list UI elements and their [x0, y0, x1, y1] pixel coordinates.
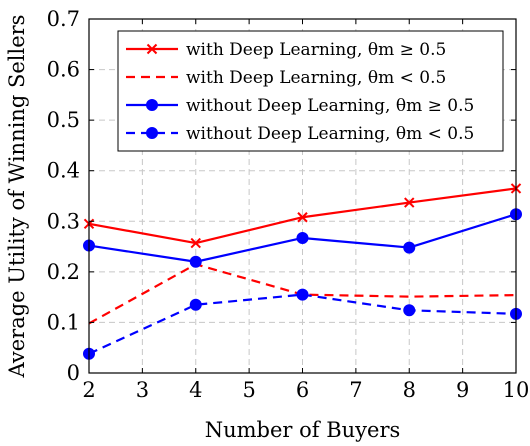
x-tick-label: 3 — [136, 378, 149, 402]
marker-stroke — [297, 212, 308, 223]
y-tick-label: 0.7 — [47, 7, 80, 31]
data-point — [189, 255, 202, 268]
y-tick-label: 0.1 — [47, 310, 80, 334]
legend-marker — [146, 127, 158, 139]
y-tick-label: 0.4 — [47, 159, 80, 183]
x-tick-label: 5 — [242, 378, 255, 402]
marker-stroke — [146, 43, 158, 55]
legend-marker — [146, 99, 158, 111]
legend-label: without Deep Learning, θm < 0.5 — [186, 124, 474, 144]
y-tick-label: 0.6 — [47, 58, 80, 82]
series-4 — [83, 288, 522, 360]
x-tick-label: 7 — [349, 378, 362, 402]
data-point — [190, 237, 201, 249]
legend-item: with Deep Learning, θm < 0.5 — [126, 68, 446, 88]
x-tick-label: 4 — [189, 378, 202, 402]
x-axis-label: Number of Buyers — [205, 418, 401, 442]
legend-box — [117, 30, 504, 152]
data-point — [297, 212, 308, 223]
legend-label: with Deep Learning, θm ≥ 0.5 — [186, 40, 446, 60]
y-tick-label: 0.5 — [47, 108, 80, 132]
data-point — [189, 298, 202, 311]
axis-ticks: 2 3 4 5 6 7 8 9 10 0 0.1 0.2 0.3 0.4 0.5 0.6 0.7 — [47, 7, 530, 402]
legend-item: without Deep Learning, θm ≥ 0.5 — [126, 96, 474, 116]
x-tick-label: 6 — [296, 378, 309, 402]
series-line — [88, 293, 517, 355]
y-axis-label: Average Utility of Winning Sellers — [5, 15, 29, 379]
legend-item: without Deep Learning, θm < 0.5 — [126, 124, 474, 144]
y-tick-label: 0 — [67, 361, 80, 385]
legend: with Deep Learning, θm ≥ 0.5 with Deep Le… — [117, 30, 504, 152]
legend-marker — [146, 43, 158, 55]
data-point — [296, 231, 309, 244]
legend-label: without Deep Learning, θm ≥ 0.5 — [186, 96, 474, 116]
legend-item: with Deep Learning, θm ≥ 0.5 — [126, 40, 446, 60]
y-tick-label: 0.2 — [47, 260, 80, 284]
data-point — [403, 304, 416, 317]
data-point — [296, 288, 309, 301]
x-tick-label: 9 — [456, 378, 469, 402]
marker-stroke — [404, 197, 415, 208]
x-tick-label: 8 — [403, 378, 416, 402]
x-tick-label: 10 — [503, 378, 530, 402]
x-tick-label: 2 — [82, 378, 95, 402]
marker-stroke — [190, 237, 201, 249]
legend-label: with Deep Learning, θm < 0.5 — [186, 68, 446, 88]
y-tick-label: 0.3 — [47, 209, 80, 233]
data-point — [404, 197, 415, 208]
data-point — [403, 241, 416, 254]
